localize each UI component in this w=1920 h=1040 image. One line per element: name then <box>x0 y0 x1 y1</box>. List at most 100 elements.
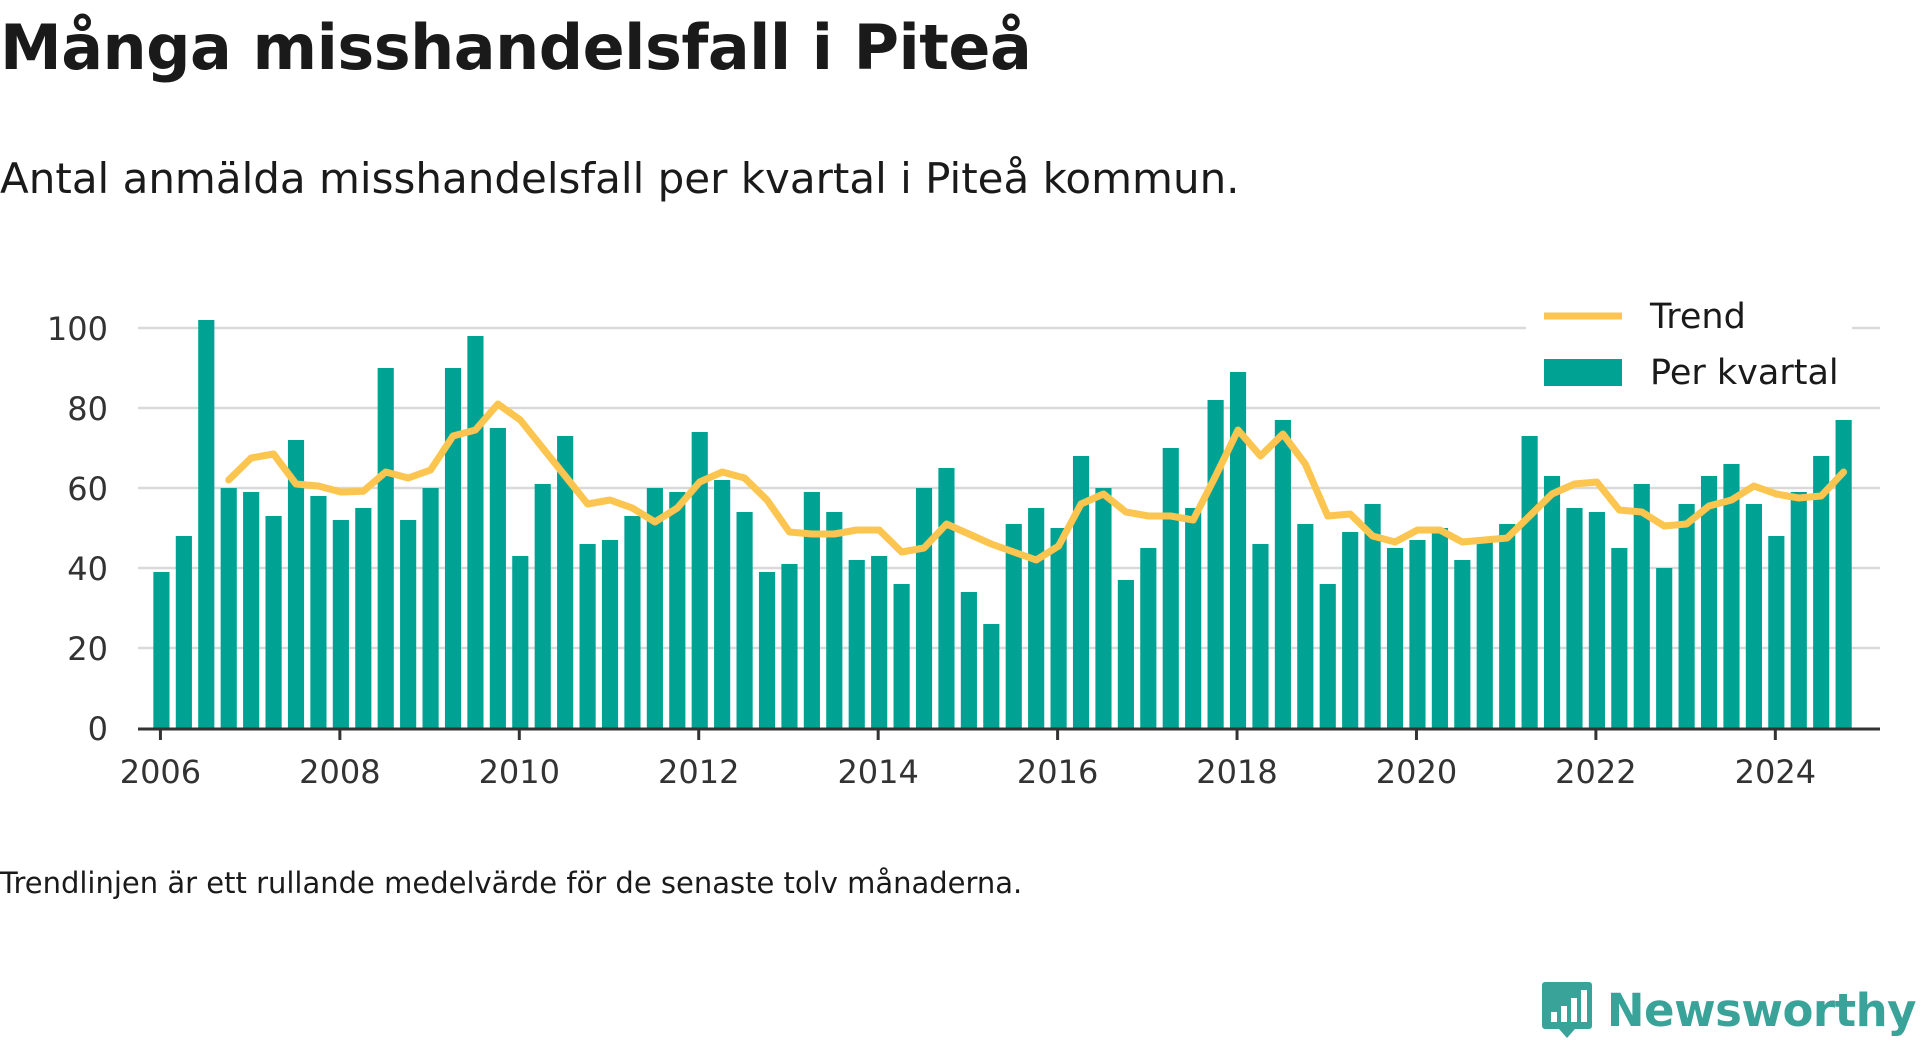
bar <box>1499 524 1516 728</box>
bar <box>938 468 955 728</box>
bar <box>1611 548 1628 728</box>
bar <box>960 592 977 728</box>
newsworthy-logo-icon <box>1541 982 1592 1038</box>
bar <box>1656 568 1673 728</box>
bar <box>1454 560 1471 728</box>
bar <box>444 368 462 728</box>
bar <box>198 320 215 728</box>
x-tick-label: 2024 <box>1735 753 1816 791</box>
trend-line <box>225 400 1848 564</box>
bar <box>1678 504 1695 728</box>
x-tick-label: 2010 <box>479 753 560 791</box>
bar <box>758 572 776 728</box>
bar <box>1543 476 1561 728</box>
x-tick-label: 2020 <box>1376 753 1457 791</box>
bar <box>1790 492 1807 728</box>
bar <box>826 512 843 728</box>
bar <box>1207 400 1224 728</box>
bar <box>1723 464 1740 728</box>
bar <box>624 516 641 728</box>
bar <box>1700 476 1718 728</box>
bar <box>1319 584 1336 728</box>
chart-subtitle: Antal anmälda misshandelsfall per kvarta… <box>0 154 1240 203</box>
bar <box>601 540 619 728</box>
bar <box>1185 508 1202 728</box>
bar <box>848 560 865 728</box>
bar <box>1386 548 1404 728</box>
brand-logo[interactable]: Newsworthy <box>1541 980 1917 1040</box>
bar <box>1140 548 1157 728</box>
bar <box>467 336 484 728</box>
bar <box>265 516 282 728</box>
bar <box>1005 524 1022 728</box>
x-tick-label: 2016 <box>1017 753 1098 791</box>
x-tick-label: 2006 <box>120 753 201 791</box>
x-tick-label: 2012 <box>658 753 739 791</box>
footnote: Trendlinjen är ett rullande medelvärde f… <box>0 866 1023 900</box>
bar <box>1364 504 1381 728</box>
bar <box>691 432 708 728</box>
y-tick-label: 40 <box>67 550 108 588</box>
bar <box>714 480 731 728</box>
bar <box>579 544 596 728</box>
bar <box>355 508 372 728</box>
bar <box>175 536 192 728</box>
x-tick-label: 2022 <box>1555 753 1636 791</box>
bar <box>1274 420 1291 728</box>
bar <box>915 488 933 728</box>
bar <box>377 368 394 728</box>
bar <box>557 436 574 728</box>
bar <box>243 492 260 728</box>
bar <box>1162 448 1179 728</box>
y-tick-label: 80 <box>67 390 108 428</box>
bar <box>1297 524 1314 728</box>
bar <box>489 428 506 728</box>
x-tick-label: 2018 <box>1196 753 1277 791</box>
bar <box>1252 544 1269 728</box>
bar <box>646 488 663 728</box>
bar <box>220 488 237 728</box>
bar <box>1768 536 1785 728</box>
y-tick-label: 100 <box>47 310 108 348</box>
bar <box>669 492 686 728</box>
trend-line-group <box>225 400 1848 564</box>
x-tick-label: 2014 <box>837 753 918 791</box>
bar <box>1072 456 1090 728</box>
bar <box>781 564 798 728</box>
x-tick-label: 2008 <box>299 753 380 791</box>
bar <box>1229 372 1247 728</box>
bar <box>1117 580 1134 728</box>
bar <box>1813 456 1830 728</box>
bar <box>1566 508 1583 728</box>
y-tick-labels: 0 20 40 60 80 100 <box>47 310 108 748</box>
bar <box>287 440 305 728</box>
legend-trend-label: Trend <box>1649 297 1746 337</box>
legend-bar-label: Per kvartal <box>1650 353 1839 393</box>
bar <box>310 496 327 728</box>
bar <box>736 512 753 728</box>
y-tick-label: 20 <box>67 630 108 668</box>
bar <box>803 492 820 728</box>
bar <box>1521 436 1538 728</box>
bar <box>1588 512 1605 728</box>
bar <box>1050 528 1067 728</box>
bar <box>1431 528 1448 728</box>
legend: Trend Per kvartal <box>1526 294 1852 404</box>
bar <box>1476 540 1493 728</box>
bars <box>153 320 1852 728</box>
bar <box>332 520 349 728</box>
bar <box>153 572 170 728</box>
bar <box>1835 420 1852 728</box>
brand-name: Newsworthy <box>1606 983 1917 1037</box>
chart-title: Många misshandelsfall i Piteå <box>0 11 1032 84</box>
bar <box>1028 508 1045 728</box>
bar <box>534 484 551 728</box>
bar <box>983 624 1000 728</box>
bar <box>1633 484 1650 728</box>
bar <box>1409 540 1426 728</box>
legend-bar-swatch <box>1544 359 1622 386</box>
bar <box>1342 532 1359 728</box>
bar <box>512 556 529 728</box>
bar <box>422 488 439 728</box>
